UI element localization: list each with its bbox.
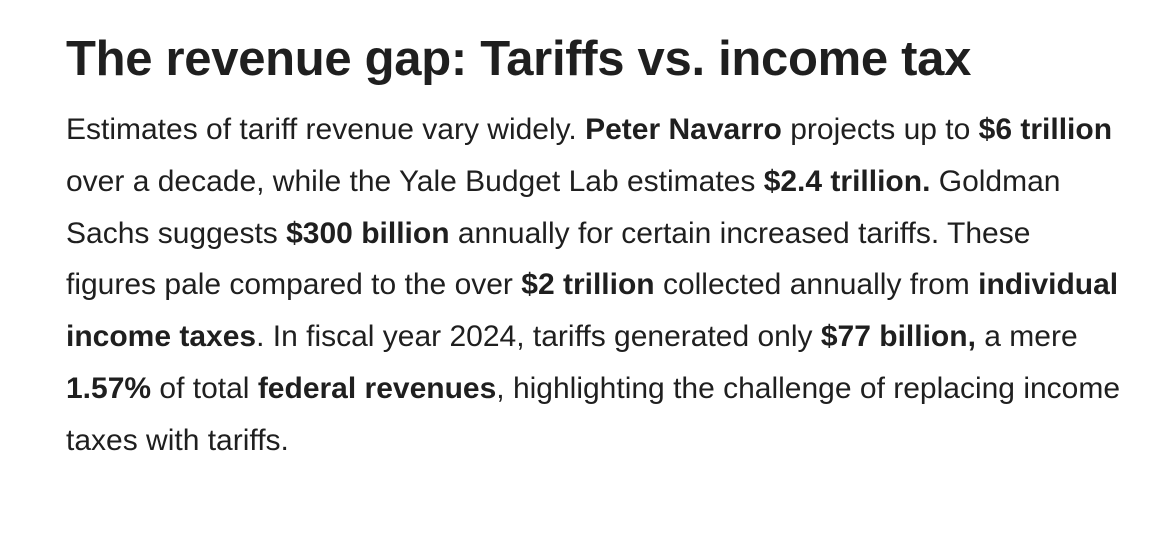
text-run: over a decade, while the Yale Budget Lab… xyxy=(66,164,764,198)
text-run: annually for certain increased tariffs. … xyxy=(66,216,1031,302)
bold-text-run: $2 trillion xyxy=(521,268,655,302)
text-run: a mere xyxy=(975,320,1078,354)
text-run: . In fiscal year 2024, tariffs generated… xyxy=(256,320,821,354)
bold-text-run: $2.4 trillion. xyxy=(763,164,931,198)
bold-text-run: $300 billion xyxy=(286,216,450,250)
text-run: , highlighting the challenge of replacin… xyxy=(66,371,1121,457)
bold-text-run: Peter Navarro xyxy=(585,113,782,146)
text-run: Estimates of tariff revenue vary widely. xyxy=(66,113,586,146)
body-paragraph: Estimates of tariff revenue vary widely.… xyxy=(66,104,1126,467)
text-run: Goldman Sachs suggests xyxy=(66,164,1061,250)
bold-text-run: 1.57% xyxy=(66,371,152,405)
text-run: projects up to xyxy=(781,113,979,146)
bold-text-run: $6 trillion xyxy=(978,113,1113,146)
section-heading: The revenue gap: Tariffs vs. income tax xyxy=(66,32,972,86)
bold-text-run: individual income taxes xyxy=(66,268,1119,354)
text-run: of total xyxy=(151,371,258,405)
bold-text-run: $77 billion, xyxy=(820,320,976,354)
bold-text-run: federal revenues xyxy=(257,371,497,405)
text-run: collected annually from xyxy=(654,268,979,302)
